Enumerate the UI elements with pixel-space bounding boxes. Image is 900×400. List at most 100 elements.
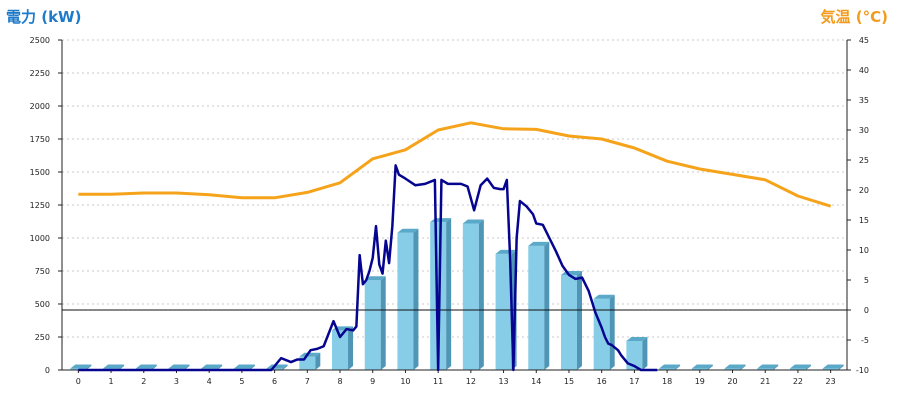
- x-axis-tick-label: 23: [826, 377, 836, 386]
- bar: [757, 364, 779, 370]
- bar-face: [691, 368, 708, 370]
- right-axis-tick-label: 35: [859, 96, 869, 105]
- bar-side: [740, 364, 746, 370]
- bar-top: [233, 364, 255, 369]
- bar-side: [446, 218, 452, 370]
- bar-top: [462, 219, 484, 224]
- bar-face: [593, 298, 610, 370]
- bar-top: [659, 364, 681, 369]
- left-axis-tick-label: 1750: [30, 135, 50, 144]
- left-axis-tick-label: 750: [35, 267, 50, 276]
- left-axis-tick-label: 1000: [30, 234, 50, 243]
- bar-top: [593, 294, 615, 299]
- x-axis-tick-label: 19: [695, 377, 705, 386]
- bar-face: [266, 368, 283, 370]
- bar-top: [299, 352, 321, 357]
- bar: [691, 364, 713, 370]
- bar-side: [478, 219, 484, 370]
- bar-side: [675, 364, 681, 370]
- bar-side: [151, 364, 157, 370]
- bar-face: [528, 245, 545, 370]
- bar-top: [757, 364, 779, 369]
- bar-side: [609, 294, 615, 370]
- left-axis-tick-label: 2000: [30, 102, 50, 111]
- x-axis-tick-label: 4: [207, 377, 212, 386]
- bar-top: [135, 364, 157, 369]
- x-axis-tick-label: 1: [109, 377, 114, 386]
- bar-face: [724, 368, 741, 370]
- bar-side: [576, 270, 582, 370]
- bar-side: [642, 336, 648, 370]
- x-axis-tick-label: 6: [272, 377, 277, 386]
- bar-side: [217, 364, 223, 370]
- x-axis-tick-label: 0: [76, 377, 81, 386]
- bar-side: [380, 276, 386, 370]
- x-axis-tick-label: 3: [174, 377, 179, 386]
- bar-face: [495, 253, 512, 370]
- bar-side: [282, 364, 288, 370]
- bar-side: [773, 364, 779, 370]
- left-axis-tick-label: 2250: [30, 69, 50, 78]
- bar-top: [691, 364, 713, 369]
- bar: [528, 241, 550, 370]
- right-axis-tick-label: 20: [859, 186, 869, 195]
- bar-side: [707, 364, 713, 370]
- x-axis-tick-label: 7: [305, 377, 310, 386]
- bar-face: [397, 232, 414, 370]
- right-axis-tick-label: 30: [859, 126, 869, 135]
- bar-top: [70, 364, 92, 369]
- bar-top: [168, 364, 190, 369]
- bar: [822, 364, 844, 370]
- bar-top: [495, 249, 517, 254]
- bar-side: [184, 364, 190, 370]
- bar-side: [838, 364, 844, 370]
- bar-face: [757, 368, 774, 370]
- left-axis-tick-label: 2500: [30, 36, 50, 45]
- x-axis-tick-label: 17: [629, 377, 639, 386]
- left-axis-tick-label: 250: [35, 333, 50, 342]
- right-axis-tick-label: 25: [859, 156, 869, 165]
- temperature-line: [78, 121, 832, 208]
- bar: [332, 326, 354, 370]
- left-axis-title: 電力 (kW): [6, 8, 82, 26]
- x-axis-tick-label: 11: [433, 377, 443, 386]
- bar-top: [528, 241, 550, 246]
- left-axis-tick-label: 500: [35, 300, 50, 309]
- bar-top: [822, 364, 844, 369]
- right-axis-tick-label: 45: [859, 36, 869, 45]
- power-line: [78, 164, 658, 372]
- bar-face: [462, 223, 479, 370]
- x-axis-tick-label: 13: [498, 377, 508, 386]
- bar: [626, 336, 648, 370]
- x-axis-tick-label: 14: [531, 377, 541, 386]
- bar-face: [626, 340, 643, 370]
- bar-side: [348, 326, 354, 370]
- right-axis-tick-label: 5: [864, 276, 869, 285]
- x-axis-tick-label: 22: [793, 377, 803, 386]
- x-axis-tick-label: 12: [466, 377, 476, 386]
- right-axis-tick-label: 0: [864, 306, 869, 315]
- bar-face: [560, 274, 577, 370]
- bar-side: [413, 228, 419, 370]
- right-axis-title: 気温 (°C): [820, 8, 888, 26]
- bar-top: [397, 228, 419, 233]
- bar: [462, 219, 484, 370]
- bar-side: [544, 241, 550, 370]
- bar-top: [364, 276, 386, 281]
- bar-face: [659, 368, 676, 370]
- x-axis-tick-label: 10: [400, 377, 410, 386]
- right-axis-tick-label: -5: [861, 336, 869, 345]
- bar: [659, 364, 681, 370]
- bar: [299, 352, 321, 370]
- x-axis-tick-label: 2: [141, 377, 146, 386]
- bar-face: [332, 330, 349, 370]
- x-axis-tick-label: 16: [597, 377, 607, 386]
- right-axis-tick-label: 10: [859, 246, 869, 255]
- left-axis-tick-label: 0: [45, 366, 50, 375]
- bar: [560, 270, 582, 370]
- bar-top: [103, 364, 125, 369]
- bar-side: [805, 364, 811, 370]
- x-axis-tick-label: 5: [239, 377, 244, 386]
- bar-face: [822, 368, 839, 370]
